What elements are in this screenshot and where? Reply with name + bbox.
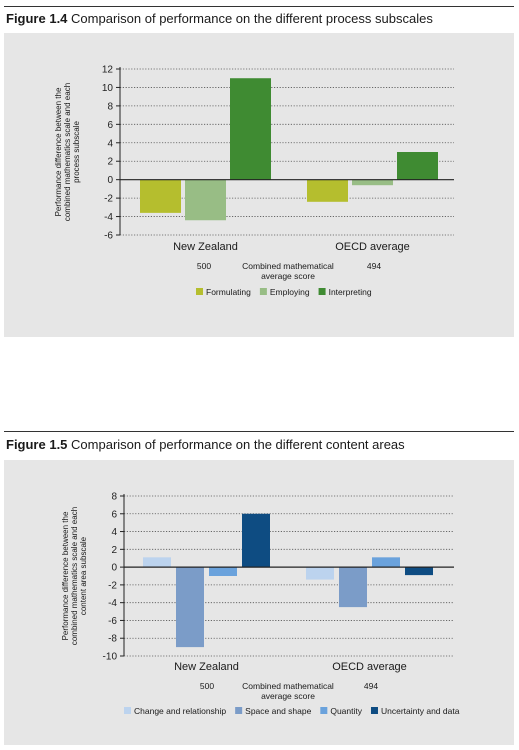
bar-employing-new-zealand	[185, 179, 226, 221]
y-tick-label: 6	[111, 509, 117, 520]
y-tick-label: 10	[102, 83, 114, 94]
legend-swatch	[318, 288, 326, 295]
bar-interpreting-new-zealand	[230, 78, 271, 180]
category-label: OECD average	[332, 661, 407, 673]
score-label-line-1: Combined mathematical	[242, 681, 334, 691]
figure-1-5-top-rule	[4, 431, 514, 432]
legend-label: Uncertainty and data	[381, 706, 460, 716]
legend-label: Change and relationship	[134, 706, 226, 716]
y-axis-title-line: combined mathematics scale and each	[63, 83, 72, 221]
y-axis-title: Performance difference between the combin…	[61, 507, 88, 645]
y-axis-title: Performance difference between the combin…	[54, 83, 81, 221]
legend-swatch	[124, 707, 131, 714]
y-tick-label: 6	[107, 120, 113, 131]
bar-space-and-shape-oecd-average	[339, 567, 367, 608]
figure-1-5-title: Figure 1.5 Comparison of performance on …	[6, 437, 405, 453]
y-tick-label: -2	[104, 194, 113, 205]
bar-space-and-shape-new-zealand	[176, 567, 204, 648]
bar-quantity-oecd-average	[372, 557, 400, 568]
y-axis-title-line: Performance difference between the	[54, 87, 63, 216]
figure-1-5-chart: -10 -8 -6 -4 -2 0 2 4 6 8 New Zealand OECD average 5…	[61, 492, 460, 717]
y-tick-label: 0	[107, 175, 113, 186]
y-tick-label: 4	[111, 527, 117, 538]
bar-formulating-oecd-average	[307, 179, 348, 202]
legend-swatch	[370, 707, 378, 714]
legend-label: Interpreting	[329, 287, 372, 297]
score-new-zealand: 500	[197, 261, 211, 271]
bar-change-and-relationship-new-zealand	[143, 557, 171, 568]
figure-caption: Comparison of performance on the differe…	[71, 437, 405, 452]
y-tick-label: -4	[104, 212, 113, 223]
y-tick-label: -10	[103, 652, 118, 663]
y-tick-label: 8	[107, 101, 113, 112]
figure-1-4-title: Figure 1.4 Comparison of performance on …	[6, 11, 433, 27]
score-oecd-average: 494	[367, 261, 381, 271]
y-tick-label: 8	[111, 492, 117, 503]
legend-label: Formulating	[206, 287, 251, 297]
y-tick-label: -6	[108, 616, 117, 627]
y-tick-label: -8	[108, 634, 117, 645]
figure-caption: Comparison of performance on the differe…	[71, 11, 433, 26]
bar-formulating-new-zealand	[140, 179, 181, 213]
figure-number: Figure 1.5	[6, 437, 68, 452]
bar-employing-oecd-average	[352, 179, 393, 186]
score-new-zealand: 500	[200, 681, 214, 691]
category-label: New Zealand	[174, 661, 239, 673]
figure-number: Figure 1.4	[6, 11, 68, 26]
y-axis-title-line: process subscale	[72, 121, 81, 183]
y-axis-title-line: Performance difference between the	[61, 511, 70, 640]
bar-uncertainty-and-data-oecd-average	[405, 567, 433, 576]
figure-1-4-panel: -6 -4 -2 0 2 4 6 8 10 12 New Zealand OECD average 50…	[4, 33, 514, 337]
y-tick-label: -6	[104, 231, 113, 242]
figure-1-4-chart: -6 -4 -2 0 2 4 6 8 10 12 New Zealand OECD average 50…	[54, 65, 454, 297]
y-tick-label: -4	[108, 598, 117, 609]
category-label: New Zealand	[173, 241, 238, 253]
legend-swatch	[235, 707, 243, 714]
legend-swatch	[196, 288, 203, 295]
y-axis-title-line: combined mathematics scale and each	[70, 507, 79, 645]
figure-1-5-panel: -10 -8 -6 -4 -2 0 2 4 6 8 New Zealand OECD average 5…	[4, 460, 514, 745]
category-label: OECD average	[335, 241, 410, 253]
score-label-line-2: average score	[261, 691, 315, 701]
y-tick-label: -2	[108, 580, 117, 591]
legend-label: Quantity	[330, 706, 362, 716]
legend-swatch	[320, 707, 328, 714]
score-oecd-average: 494	[364, 681, 378, 691]
y-tick-label: 0	[111, 563, 117, 574]
y-tick-label: 2	[111, 545, 117, 556]
bar-uncertainty-and-data-new-zealand	[242, 513, 270, 568]
y-tick-label: 4	[107, 138, 113, 149]
score-label-line-1: Combined mathematical	[242, 261, 334, 271]
bar-interpreting-oecd-average	[397, 152, 438, 180]
bar-change-and-relationship-oecd-average	[306, 567, 334, 580]
legend-swatch	[259, 288, 267, 295]
y-tick-label: 12	[102, 65, 114, 76]
bar-quantity-new-zealand	[209, 567, 237, 576]
score-label-line-2: average score	[261, 271, 315, 281]
legend-label: Space and shape	[245, 706, 311, 716]
figure-1-4-top-rule	[4, 6, 514, 7]
y-axis-title-line: content area subscale	[79, 536, 88, 615]
y-tick-label: 2	[107, 157, 113, 168]
legend-label: Employing	[270, 287, 310, 297]
